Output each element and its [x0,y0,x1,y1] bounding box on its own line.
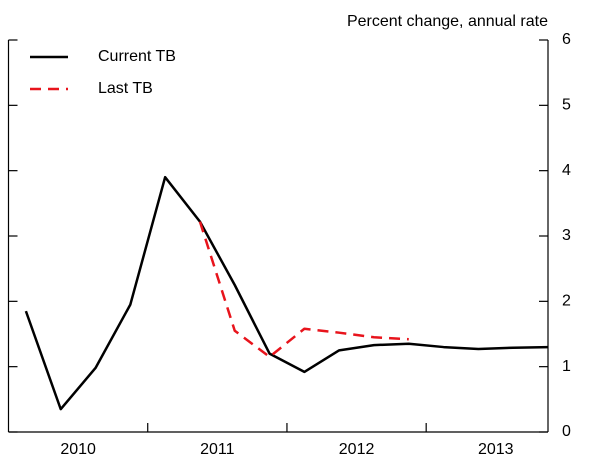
y-tick-label: 5 [562,97,571,114]
y-tick-label: 3 [562,227,571,244]
y-tick-label: 4 [562,162,571,179]
x-tick-label: 2011 [200,441,235,458]
x-tick-label: 2012 [339,441,375,458]
x-tick-label: 2013 [478,441,514,458]
y-tick-label: 6 [562,31,571,48]
series-line [198,221,409,359]
series-line [24,175,549,411]
legend-label: Last TB [98,80,153,97]
y-tick-label: 2 [562,293,571,310]
x-tick-label: 2010 [60,441,96,458]
y-tick-label: 0 [562,423,571,440]
legend-label: Current TB [98,48,176,65]
y-tick-label: 1 [562,358,571,375]
chart-title: Percent change, annual rate [347,13,548,30]
